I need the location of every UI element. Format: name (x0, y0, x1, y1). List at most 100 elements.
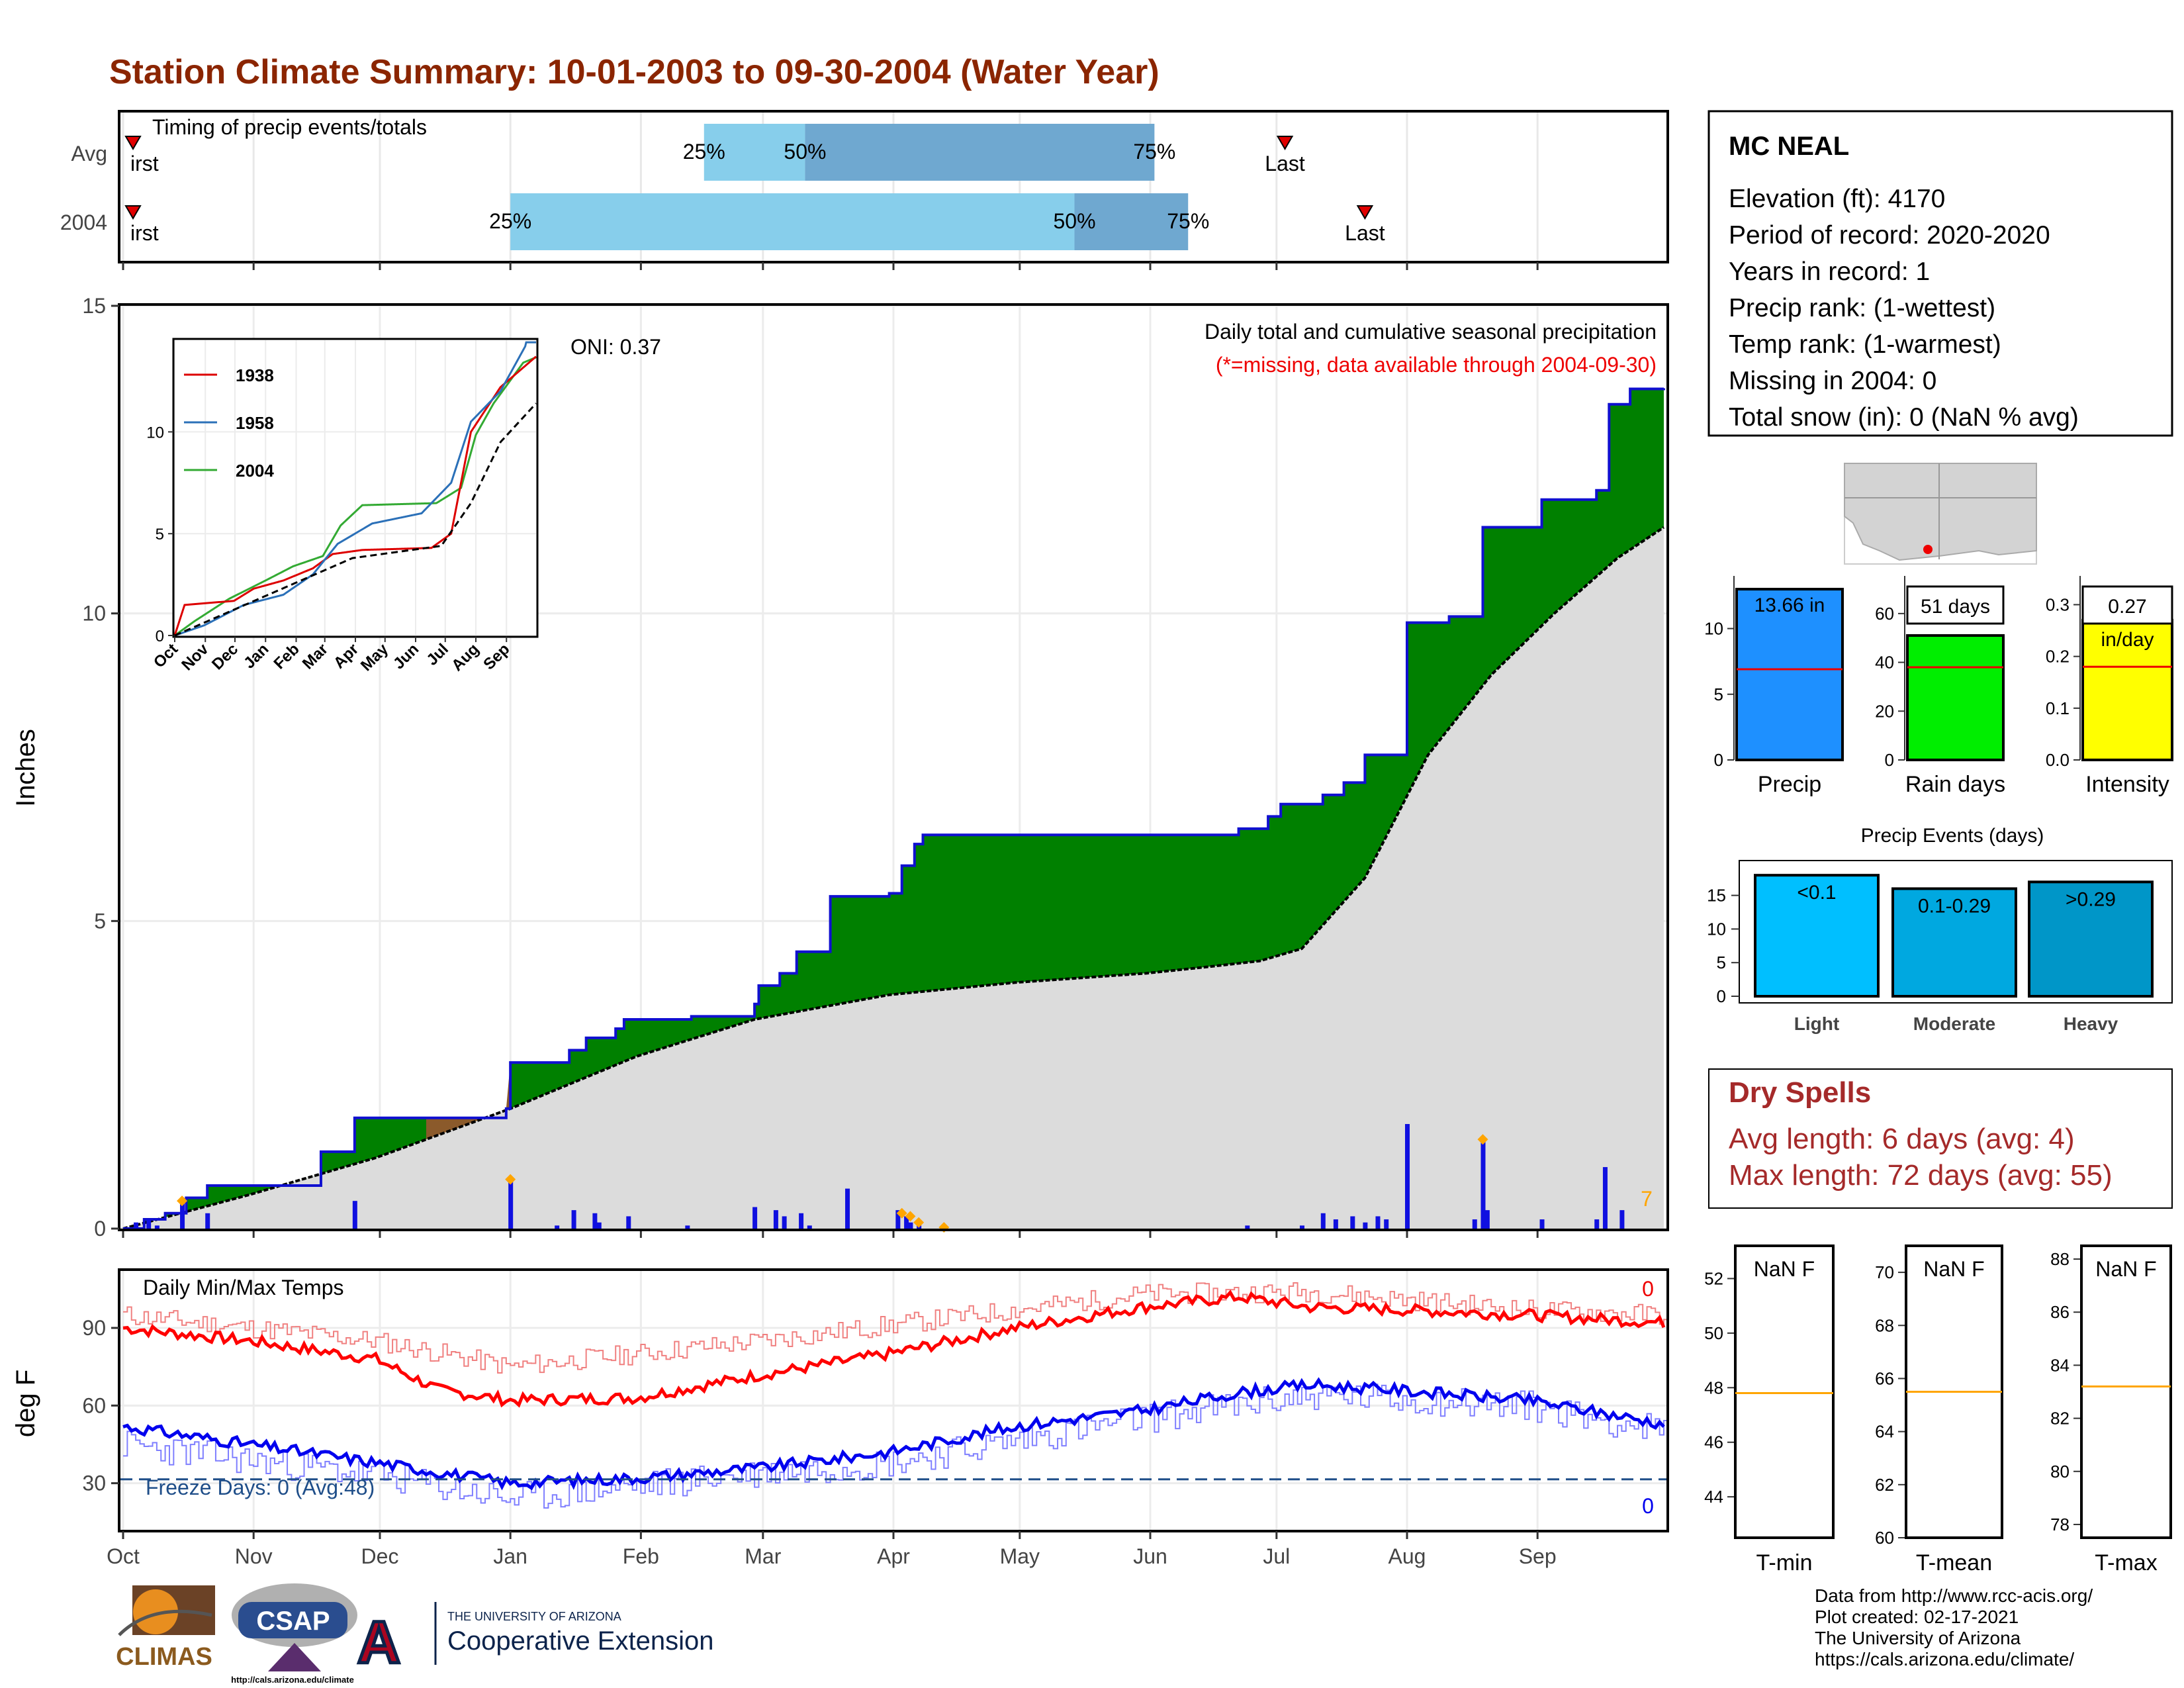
csap-logo-badge (238, 1602, 347, 1638)
temp-mini-y-tick-label: 82 (2050, 1409, 2070, 1429)
oni-label: ONI: 0.37 (570, 335, 661, 359)
temp-y-axis-label: deg F (11, 1370, 40, 1437)
temp-mini-y-tick-label: 44 (1704, 1487, 1723, 1507)
climas-logo-sun (133, 1589, 178, 1634)
inset-legend: 1938 1958 2004 (184, 365, 274, 481)
daily-precip-bar (895, 1210, 901, 1229)
events-bar-value: <0.1 (1797, 882, 1836, 904)
daily-precip-bar (1619, 1210, 1625, 1229)
summary-bar-precip: 0 5 10 13.66 in Precip (1704, 576, 1844, 797)
last-event-label: Last (1345, 221, 1385, 245)
timing-bar-q1-q2 (704, 124, 805, 181)
month-x-tick-label: Apr (877, 1544, 910, 1568)
events-bar-value: 0.1-0.29 (1918, 895, 1991, 917)
daily-precip-bar (146, 1219, 152, 1229)
dry-spells-max: Max length: 72 days (avg: 55) (1729, 1159, 2113, 1192)
first-event-label: irst (130, 152, 159, 175)
daily-precip-bar (1484, 1210, 1490, 1229)
summary-bar-intensity: 0.0 0.1 0.2 0.3 0.27 in/day Intensity (2046, 576, 2173, 797)
summary-y-tick-label: 10 (1704, 619, 1723, 639)
daily-precip-bar (626, 1216, 631, 1229)
summary-bar (1735, 588, 1844, 761)
month-x-tick-label: Mar (745, 1544, 781, 1568)
inset-lines (173, 341, 537, 637)
timing-bars (510, 124, 1189, 250)
events-y-tick-label: 15 (1707, 886, 1726, 906)
precip-events-plot: 0 5 10 15 <0.1 Light 0.1-0.29 Moderate >0.29 Heav… (1707, 860, 2173, 1034)
precip-corner-count: 7 (1641, 1187, 1653, 1211)
summary-bar-value-box (2081, 585, 2173, 625)
first-event-marker (124, 136, 142, 150)
temp-mini-label: T-min (1756, 1550, 1813, 1575)
summary-bar-value: 13.66 in (1754, 594, 1825, 616)
daily-precip-bar (807, 1225, 812, 1229)
precip-chart-title: Daily total and cumulative seasonal prec… (1205, 320, 1657, 344)
daily-precip-bar (1472, 1219, 1477, 1229)
temp-y-tick-label: 90 (82, 1316, 106, 1340)
temp-mini-y-tick-label: 70 (1875, 1262, 1894, 1282)
temp-mini-y-tick-label: 66 (1875, 1368, 1894, 1388)
temp-mini-y-tick-label: 62 (1875, 1475, 1894, 1495)
summary-bar-label: Rain days (1905, 772, 2005, 797)
station-period: Period of record: 2020-2020 (1729, 221, 2050, 250)
missing-data-marker (913, 1217, 925, 1228)
daily-precip-bar (134, 1222, 139, 1229)
timing-label-p25: 25% (683, 140, 725, 164)
precip-y-tick-label: 15 (82, 294, 106, 318)
precip-panel-border (118, 303, 1669, 1231)
month-x-tick-label: Nov (235, 1544, 273, 1568)
daily-precip-bar (1363, 1222, 1368, 1229)
precip-y-tick-label: 0 (94, 1217, 106, 1241)
events-bar-value: >0.29 (2066, 888, 2116, 910)
locator-map (1844, 463, 2037, 565)
inset-grid (174, 340, 536, 636)
station-precip-rank: Precip rank: (1-wettest) (1729, 294, 1995, 322)
daily-precip-bar (1480, 1139, 1486, 1229)
events-bar-label: Moderate (1913, 1013, 1995, 1034)
missing-data-marker (505, 1174, 516, 1185)
events-y-tick-label: 10 (1707, 919, 1726, 939)
locator-map-borders (1844, 463, 2036, 559)
ua-small-text: THE UNIVERSITY OF ARIZONA (447, 1610, 621, 1623)
observed-surplus-area (123, 388, 1664, 1229)
summary-bar-unit: in/day (2101, 629, 2154, 651)
temp-mini-label: T-mean (1916, 1550, 1992, 1575)
summary-y-tick-label: 0.0 (2046, 750, 2070, 770)
inset-line-1938 (173, 355, 537, 636)
timing-label-p50: 50% (784, 140, 826, 164)
month-x-tick-label: Jul (1263, 1544, 1290, 1568)
temp-plot (120, 1282, 1668, 1509)
month-x-tick-label: Oct (107, 1544, 140, 1568)
summary-bar (1906, 634, 2005, 761)
daily-precip-bar (904, 1216, 909, 1229)
daily-precip-bar (596, 1222, 602, 1229)
month-x-tick-label: May (1000, 1544, 1040, 1568)
temp-mini-y-tick-label: 46 (1704, 1432, 1723, 1452)
daily-precip-bar (685, 1225, 690, 1229)
daily-precip-bar (508, 1179, 514, 1229)
month-x-tick-label: Jun (1133, 1544, 1167, 1568)
daily-precip-bar (845, 1188, 850, 1229)
precip-chart-subtitle: (*=missing, data available through 2004-… (1216, 353, 1657, 377)
temp-mini-panel-t-min: 44 46 48 50 52 NaN F T-min (1704, 1244, 1835, 1575)
timing-row-label-2004: 2004 (60, 211, 107, 234)
daily-precip-bar (1384, 1219, 1389, 1229)
climas-logo-swoosh (118, 1609, 212, 1636)
footer-line-2: Plot created: 02-17-2021 (1815, 1607, 2019, 1627)
timing-label-p25: 25% (489, 209, 531, 233)
daily-precip-bar (180, 1197, 185, 1229)
last-event-label: Last (1265, 152, 1305, 175)
daily-precip-bar (592, 1213, 598, 1229)
daily-precip-bar (782, 1216, 787, 1229)
inset-y-tick-label: 10 (146, 424, 164, 442)
average-cumulative-area (123, 527, 1664, 1229)
summary-bar-label: Intensity (2085, 772, 2169, 797)
timing-label-p75: 75% (1133, 140, 1175, 164)
tmax-daily-step-line (123, 1282, 1668, 1374)
missing-data-marker (896, 1207, 907, 1219)
daily-precip-bar (1299, 1225, 1304, 1229)
temp-mini-y-tick-label: 48 (1704, 1378, 1723, 1397)
observed-deficit-area (426, 1062, 511, 1140)
dry-spells-box: Dry Spells Avg length: 6 days (avg: 4) M… (1708, 1068, 2173, 1209)
